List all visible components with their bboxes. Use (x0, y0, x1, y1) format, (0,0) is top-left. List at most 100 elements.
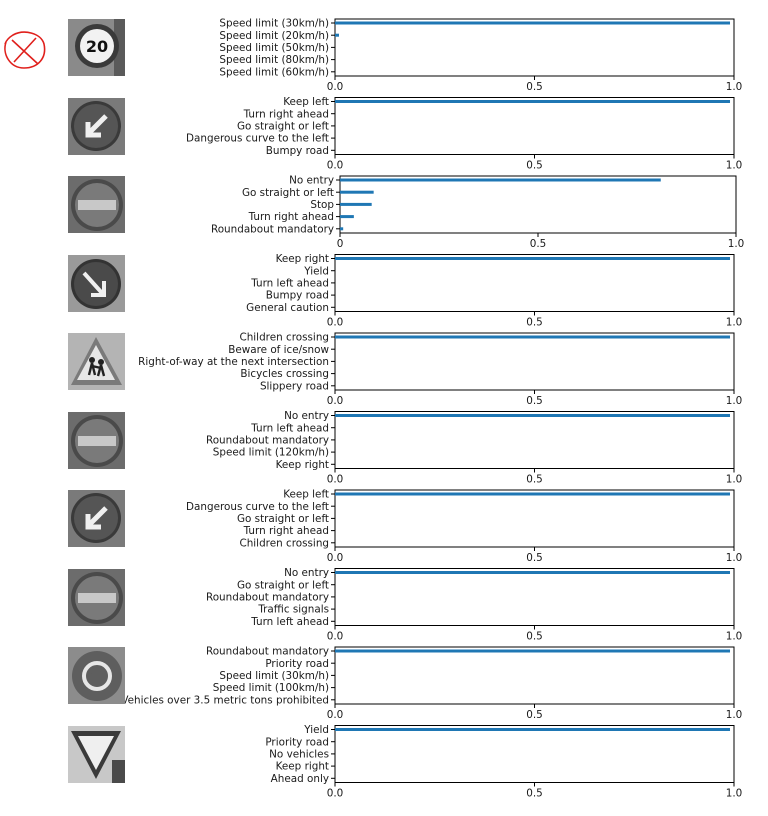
x-tick-label: 0.5 (526, 709, 543, 721)
chart-panel: Speed limit (30km/h)Speed limit (20km/h)… (219, 18, 742, 93)
plot-frame (334, 254, 735, 312)
x-tick-label: 0.0 (327, 709, 344, 721)
sign-thumbnail (68, 647, 125, 704)
roundabout-mandatory-sign-icon (68, 647, 125, 704)
probability-bar (335, 728, 731, 731)
category-label: Bumpy road (266, 145, 329, 157)
category-label: Roundabout mandatory (206, 592, 329, 604)
x-tick-label: 0.5 (530, 238, 547, 250)
plot-frame (334, 725, 735, 783)
category-label: Go straight or left (237, 579, 329, 591)
probability-bar (340, 202, 372, 206)
x-tick-label: 0.5 (526, 317, 543, 329)
category-label: Dangerous curve to the left (186, 501, 329, 513)
speed-limit-20-sign-icon: 20 (68, 19, 125, 76)
children-crossing-sign-icon (68, 333, 125, 390)
category-label: Keep right (276, 459, 329, 471)
sign-thumbnail (68, 333, 125, 390)
category-label: Speed limit (80km/h) (219, 54, 329, 66)
category-label: Turn left ahead (250, 616, 329, 628)
category-label: General caution (246, 302, 329, 314)
category-label: Roundabout mandatory (206, 646, 329, 658)
x-tick-label: 1.0 (726, 552, 743, 564)
x-tick-label: 1.0 (726, 709, 743, 721)
no-entry-sign-icon (68, 568, 125, 626)
x-tick-label: 0.0 (327, 552, 344, 564)
probability-bar (340, 190, 374, 194)
plot-frame (334, 18, 735, 77)
plot-frame (334, 568, 735, 626)
category-label: Turn left ahead (250, 278, 329, 290)
x-tick-label: 0.0 (327, 631, 344, 643)
probability-bar (335, 21, 731, 25)
category-label: Turn left ahead (250, 422, 329, 434)
probability-bar (335, 492, 731, 496)
category-label: Turn right ahead (243, 108, 329, 120)
probability-bar (340, 215, 354, 219)
x-tick-label: 0.5 (526, 552, 543, 564)
category-label: Ahead only (271, 773, 329, 785)
category-label: Traffic signals (257, 604, 329, 616)
category-label: Keep right (276, 761, 329, 773)
probability-bar (335, 335, 731, 339)
sign-thumbnail (68, 176, 125, 233)
sign-thumbnail (68, 490, 125, 547)
sign-thumbnail (68, 411, 125, 469)
sign-thumbnail (68, 568, 125, 626)
plot-frame (339, 175, 737, 234)
category-label: Roundabout mandatory (211, 223, 334, 235)
x-tick-label: 1.0 (726, 395, 743, 407)
plot-frame (334, 646, 735, 705)
category-label: Go straight or left (242, 187, 334, 199)
x-tick-label: 1.0 (728, 238, 745, 250)
category-label: Dangerous curve to the left (186, 133, 329, 145)
no-entry-sign-icon (68, 411, 125, 469)
category-label: Yield (303, 265, 329, 277)
x-tick-label: 1.0 (726, 474, 743, 486)
sign-thumbnail (68, 254, 125, 312)
category-label: Roundabout mandatory (206, 435, 329, 447)
plot-frame (334, 489, 735, 548)
x-tick-label: 0.0 (327, 81, 344, 93)
category-label: Yield (303, 724, 329, 736)
red-x-mark-icon (4, 31, 46, 69)
x-tick-label: 0 (337, 238, 344, 250)
category-label: Right-of-way at the next intersection (138, 356, 329, 368)
probability-bar (335, 649, 731, 653)
yield-sign-icon (68, 725, 125, 783)
sign-thumbnail: 20 (68, 19, 125, 76)
category-label: Priority road (265, 658, 329, 670)
category-label: Children crossing (239, 332, 329, 344)
x-tick-label: 0.0 (327, 317, 344, 329)
x-tick-label: 1.0 (726, 160, 743, 172)
sign-thumbnail (68, 97, 125, 155)
sign-thumbnail (68, 725, 125, 783)
category-label: Priority road (265, 736, 329, 748)
category-label: Speed limit (30km/h) (219, 670, 329, 682)
category-label: Children crossing (239, 537, 329, 549)
keep-left-sign-icon (68, 490, 125, 547)
plot-frame (334, 332, 735, 391)
category-label: Bicycles crossing (240, 368, 329, 380)
probability-bar (335, 33, 339, 37)
plot-frame (334, 411, 735, 469)
probability-bar (340, 227, 344, 231)
x-tick-label: 0.0 (327, 788, 344, 800)
x-tick-label: 0.0 (327, 160, 344, 172)
no-entry-sign-icon (68, 176, 125, 233)
category-label: No vehicles (269, 749, 329, 761)
probability-bar (335, 571, 731, 574)
x-tick-label: 0.5 (526, 395, 543, 407)
category-label: No entry (289, 175, 334, 187)
category-label: Slippery road (260, 380, 329, 392)
category-label: Speed limit (50km/h) (219, 42, 329, 54)
